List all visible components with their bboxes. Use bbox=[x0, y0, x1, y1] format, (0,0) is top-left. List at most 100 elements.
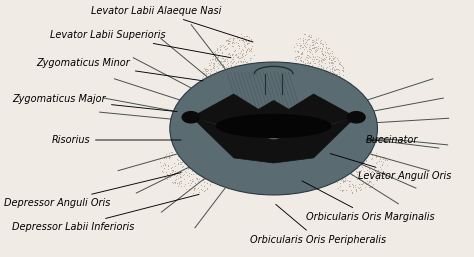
Point bbox=[170, 173, 178, 178]
Point bbox=[225, 51, 232, 56]
Point bbox=[312, 57, 320, 61]
Text: Buccinator: Buccinator bbox=[365, 135, 418, 145]
Point bbox=[209, 93, 216, 97]
Point bbox=[337, 176, 344, 180]
Point bbox=[180, 172, 188, 176]
Point bbox=[242, 34, 249, 39]
Point bbox=[379, 174, 386, 178]
Point bbox=[248, 44, 256, 48]
Point bbox=[346, 157, 354, 161]
Point bbox=[322, 67, 329, 71]
Point bbox=[238, 52, 246, 56]
Point bbox=[296, 35, 304, 40]
Point bbox=[240, 65, 248, 69]
Point bbox=[301, 41, 309, 45]
Point bbox=[247, 46, 255, 50]
Point bbox=[301, 73, 309, 77]
Point bbox=[229, 52, 237, 56]
Point bbox=[358, 162, 366, 166]
Point bbox=[307, 55, 314, 59]
Point bbox=[291, 44, 298, 49]
Point bbox=[210, 65, 218, 69]
Point bbox=[339, 175, 346, 179]
Point bbox=[300, 43, 308, 47]
Point bbox=[191, 181, 199, 185]
Point bbox=[195, 173, 202, 177]
Point bbox=[310, 40, 317, 44]
Point bbox=[354, 161, 362, 166]
Point bbox=[244, 60, 251, 64]
Point bbox=[235, 71, 243, 75]
Point bbox=[209, 90, 216, 94]
Point bbox=[330, 59, 338, 63]
Point bbox=[166, 155, 173, 159]
Point bbox=[355, 170, 362, 174]
Point bbox=[225, 52, 232, 56]
Point bbox=[317, 66, 325, 70]
Point bbox=[222, 68, 229, 72]
Point bbox=[222, 39, 229, 43]
Point bbox=[340, 179, 348, 183]
Point bbox=[310, 42, 317, 47]
Point bbox=[305, 54, 313, 58]
Point bbox=[168, 152, 176, 156]
Point bbox=[180, 183, 187, 188]
Point bbox=[235, 68, 243, 72]
Point bbox=[355, 163, 363, 167]
Point bbox=[191, 186, 199, 190]
Point bbox=[224, 83, 232, 87]
Point bbox=[335, 68, 343, 72]
Point bbox=[355, 158, 363, 162]
Point bbox=[231, 76, 239, 80]
Point bbox=[213, 48, 221, 52]
Point bbox=[358, 165, 366, 169]
Point bbox=[363, 150, 370, 154]
Point bbox=[337, 178, 345, 182]
Point bbox=[333, 79, 340, 83]
Point bbox=[356, 161, 364, 165]
Point bbox=[328, 60, 335, 64]
Point bbox=[193, 167, 201, 171]
Point bbox=[207, 67, 215, 71]
Point bbox=[349, 185, 357, 189]
Point bbox=[293, 64, 301, 68]
Point bbox=[205, 81, 213, 85]
Point bbox=[329, 73, 337, 77]
Point bbox=[348, 167, 356, 171]
Point bbox=[332, 67, 340, 71]
Ellipse shape bbox=[216, 114, 331, 138]
Point bbox=[308, 40, 316, 44]
Point bbox=[326, 67, 334, 71]
Point bbox=[315, 62, 323, 67]
Text: Risorius: Risorius bbox=[51, 135, 181, 145]
Point bbox=[235, 38, 242, 42]
Point bbox=[168, 172, 175, 176]
Point bbox=[381, 169, 389, 173]
Point bbox=[336, 61, 343, 66]
Point bbox=[307, 42, 314, 47]
Point bbox=[208, 69, 215, 73]
Point bbox=[331, 54, 339, 59]
Point bbox=[333, 91, 340, 95]
Point bbox=[372, 153, 380, 157]
Point bbox=[325, 54, 333, 58]
Point bbox=[190, 162, 198, 166]
Point bbox=[299, 38, 306, 42]
Point bbox=[310, 84, 317, 88]
Point bbox=[314, 44, 321, 48]
Point bbox=[319, 58, 327, 62]
Point bbox=[341, 176, 349, 180]
Point bbox=[211, 87, 219, 91]
Point bbox=[194, 166, 201, 170]
Point bbox=[211, 83, 219, 87]
Point bbox=[330, 75, 338, 79]
Point bbox=[236, 70, 243, 74]
Point bbox=[216, 94, 224, 98]
Point bbox=[367, 170, 374, 174]
Point bbox=[322, 85, 330, 89]
Point bbox=[329, 65, 337, 69]
Point bbox=[168, 170, 176, 174]
Point bbox=[342, 171, 350, 175]
Point bbox=[303, 64, 311, 68]
Point bbox=[291, 57, 298, 61]
